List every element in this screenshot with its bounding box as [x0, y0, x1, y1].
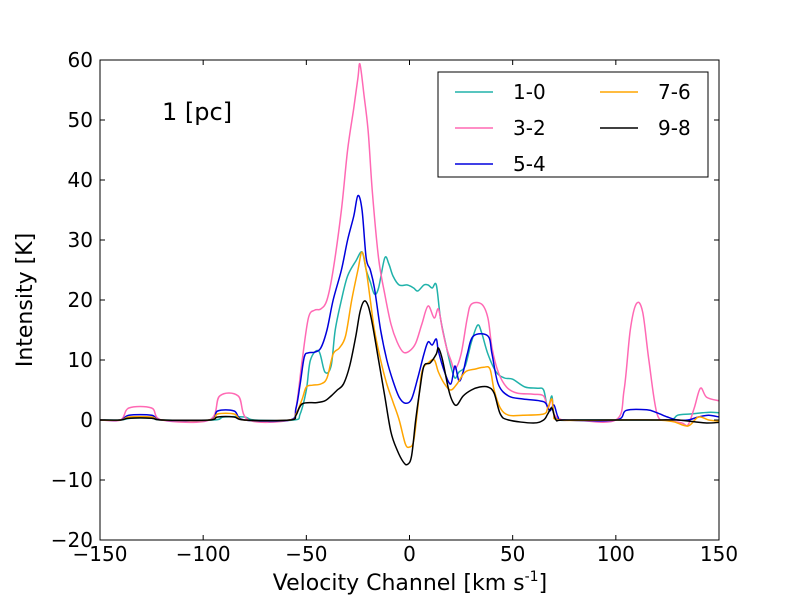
- y-tick-label: 50: [68, 108, 93, 132]
- legend-box: [437, 71, 709, 178]
- x-tick-label: 150: [700, 542, 738, 566]
- legend-label-1-0: 1-0: [513, 80, 546, 104]
- x-tick-label: 100: [597, 542, 635, 566]
- y-tick-label: 0: [80, 408, 93, 432]
- x-axis-label-end: ]: [539, 571, 548, 596]
- chart-annotation: 1 [pc]: [162, 98, 232, 126]
- y-tick-label: 10: [68, 348, 93, 372]
- series-line-5-4: [100, 194, 719, 423]
- y-tick-label: −10: [51, 468, 93, 492]
- x-tick-label: 50: [500, 542, 525, 566]
- legend-label-9-8: 9-8: [658, 116, 691, 140]
- x-axis-label: Velocity Channel [km s-1]: [273, 569, 547, 596]
- y-axis-label: Intensity [K]: [13, 233, 38, 367]
- legend-label-5-4: 5-4: [513, 152, 546, 176]
- x-tick-label: 0: [403, 542, 416, 566]
- series-layer: [100, 62, 719, 466]
- y-tick-label: 30: [68, 228, 93, 252]
- x-tick-label: −100: [176, 542, 231, 566]
- legend-label-3-2: 3-2: [513, 116, 546, 140]
- series-line-9-8: [100, 300, 719, 466]
- y-tick-label: 60: [68, 48, 93, 72]
- x-axis-label-main: Velocity Channel [km s: [273, 571, 525, 596]
- x-tick-label: −50: [285, 542, 327, 566]
- y-tick-label: 20: [68, 288, 93, 312]
- y-tick-label: −20: [51, 528, 93, 552]
- x-axis-label-superscript: -1: [525, 569, 539, 585]
- legend: 1-0 3-2 5-4 7-6 9-8: [437, 71, 709, 178]
- y-tick-label: 40: [68, 168, 93, 192]
- x-tick-label: −150: [73, 542, 128, 566]
- series-line-3-2: [100, 62, 719, 427]
- legend-label-7-6: 7-6: [658, 80, 691, 104]
